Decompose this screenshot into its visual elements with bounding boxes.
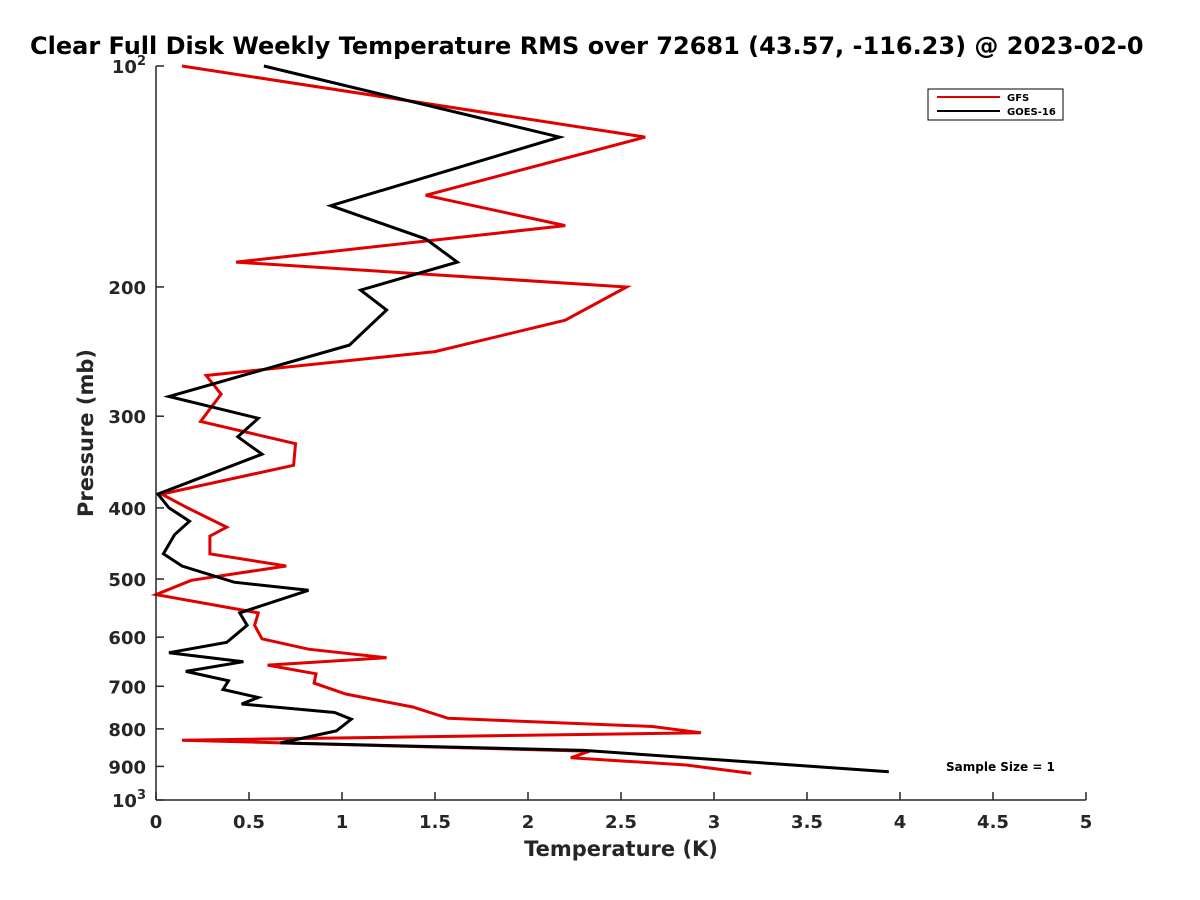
x-tick-label: 2.5 [605,812,637,833]
legend-label-gfs: GFS [1007,93,1029,104]
x-tick-label: 1.5 [419,812,451,833]
y-axis-label: Pressure (mb) [74,349,98,517]
x-tick-label: 2 [522,812,535,833]
legend-label-goes16: GOES-16 [1007,107,1056,118]
x-tick-label: 3 [708,812,721,833]
x-tick-label: 0 [150,812,163,833]
plot-area [156,66,1086,800]
x-axis-ticks: 0 0.5 1 1.5 2 2.5 3 3.5 4 4.5 5 [150,792,1093,833]
y-tick-label: 600 [108,628,146,649]
x-tick-label: 5 [1080,812,1093,833]
legend-box [927,88,1064,121]
x-tick-label: 3.5 [791,812,823,833]
x-tick-label: 1 [336,812,349,833]
legend: GFS GOES-16 [927,88,1064,121]
sample-size-annotation: Sample Size = 1 [946,760,1055,774]
y-tick-label: 103 [112,788,146,812]
y-tick-label: 700 [108,677,146,698]
y-tick-label: 900 [108,757,146,778]
y-axis-ticks: 102 200 300 400 500 600 700 800 900 103 [108,54,164,812]
x-tick-label: 4.5 [977,812,1009,833]
y-tick-label: 800 [108,720,146,741]
y-tick-label: 500 [108,570,146,591]
x-tick-label: 4 [894,812,907,833]
x-tick-label: 0.5 [233,812,265,833]
series-line-gfs [150,64,752,775]
series-line-goes16 [155,64,889,774]
x-axis-label: Temperature (K) [524,837,718,861]
y-tick-label: 400 [108,499,146,520]
y-tick-label: 102 [112,54,146,78]
y-tick-label: 300 [108,407,146,428]
y-tick-label: 200 [108,278,146,299]
series-layer [150,64,889,775]
chart-title: Clear Full Disk Weekly Temperature RMS o… [30,32,1144,60]
